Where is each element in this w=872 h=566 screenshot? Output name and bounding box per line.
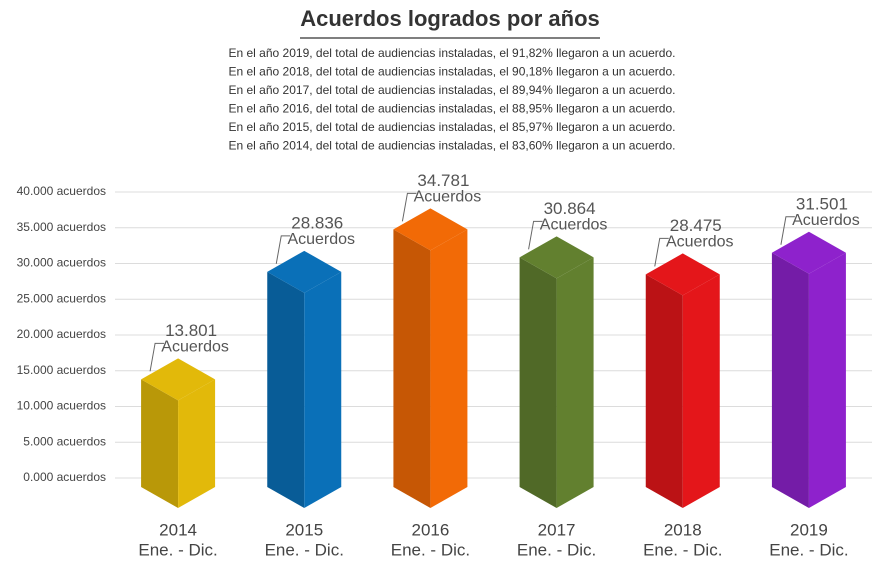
- bar-top-face: [645, 253, 720, 296]
- bar-left-face: [393, 229, 431, 508]
- bar-right-face: [808, 252, 846, 508]
- subtitle-line: En el año 2014, del total de audiencias …: [229, 139, 676, 153]
- bar-right-face: [556, 257, 594, 508]
- leader-line: [401, 192, 417, 222]
- bar-left-face: [267, 271, 305, 508]
- value-unit: Acuerdos: [666, 234, 734, 251]
- leader-line: [149, 342, 165, 372]
- value-unit: Acuerdos: [161, 339, 229, 356]
- value-unit: Acuerdos: [414, 189, 482, 206]
- bar-left-face: [519, 257, 557, 508]
- bar-right-face: [304, 271, 342, 508]
- value-label: 30.864: [544, 199, 596, 218]
- x-period-label: Ene. - Dic.: [517, 540, 596, 559]
- bar: [645, 253, 720, 508]
- y-tick-label: 20.000 acuerdos: [17, 327, 106, 341]
- subtitle-line: En el año 2018, del total de audiencias …: [229, 65, 676, 79]
- y-tick-label: 15.000 acuerdos: [17, 363, 106, 377]
- subtitle-line: En el año 2017, del total de audiencias …: [229, 83, 676, 97]
- bar-right-face: [178, 379, 216, 508]
- bar: [267, 250, 342, 508]
- value-unit: Acuerdos: [792, 212, 860, 229]
- bar-top-face: [267, 250, 342, 293]
- x-period-label: Ene. - Dic.: [391, 540, 470, 559]
- x-tick-label: 2016: [412, 520, 450, 539]
- value-label: 34.781: [417, 171, 469, 190]
- y-tick-label: 25.000 acuerdos: [17, 291, 106, 305]
- x-period-label: Ene. - Dic.: [265, 540, 344, 559]
- value-label: 28.836: [291, 213, 343, 232]
- leader-line: [275, 235, 291, 264]
- x-tick-label: 2015: [285, 520, 323, 539]
- x-period-label: Ene. - Dic.: [138, 540, 217, 559]
- y-tick-label: 40.000 acuerdos: [17, 184, 106, 198]
- value-unit: Acuerdos: [287, 231, 355, 248]
- bar-left-face: [645, 274, 683, 508]
- x-period-label: Ene. - Dic.: [769, 540, 848, 559]
- y-tick-label: 35.000 acuerdos: [17, 220, 106, 234]
- x-tick-label: 2018: [664, 520, 702, 539]
- bar: [393, 208, 468, 508]
- value-label: 28.475: [670, 216, 722, 235]
- bar-top-face: [519, 236, 594, 279]
- bar-right-face: [682, 274, 720, 508]
- y-tick-label: 10.000 acuerdos: [17, 399, 106, 413]
- y-tick-label: 30.000 acuerdos: [17, 256, 106, 270]
- y-tick-label: 0.000 acuerdos: [23, 470, 106, 484]
- x-tick-label: 2014: [159, 520, 197, 539]
- y-tick-label: 5.000 acuerdos: [23, 434, 106, 448]
- x-period-label: Ene. - Dic.: [643, 540, 722, 559]
- leader-line: [528, 220, 543, 250]
- x-tick-label: 2019: [790, 520, 828, 539]
- bar: [141, 358, 216, 508]
- subtitle-line: En el año 2016, del total de audiencias …: [229, 102, 676, 116]
- bar: [771, 231, 846, 508]
- bar: [519, 236, 594, 508]
- chart-title: Acuerdos logrados por años: [300, 6, 600, 31]
- bar-right-face: [430, 229, 468, 508]
- leader-line: [780, 216, 795, 245]
- subtitle-line: En el año 2015, del total de audiencias …: [229, 120, 676, 134]
- bar-top-face: [393, 208, 468, 251]
- bar-top-face: [141, 358, 216, 401]
- bar-left-face: [771, 252, 809, 508]
- value-label: 13.801: [165, 321, 217, 340]
- subtitle-line: En el año 2019, del total de audiencias …: [229, 46, 676, 60]
- bar-top-face: [771, 231, 846, 274]
- value-label: 31.501: [796, 194, 848, 213]
- bar-left-face: [141, 379, 179, 508]
- x-tick-label: 2017: [538, 520, 576, 539]
- value-unit: Acuerdos: [540, 217, 608, 234]
- leader-line: [654, 237, 669, 267]
